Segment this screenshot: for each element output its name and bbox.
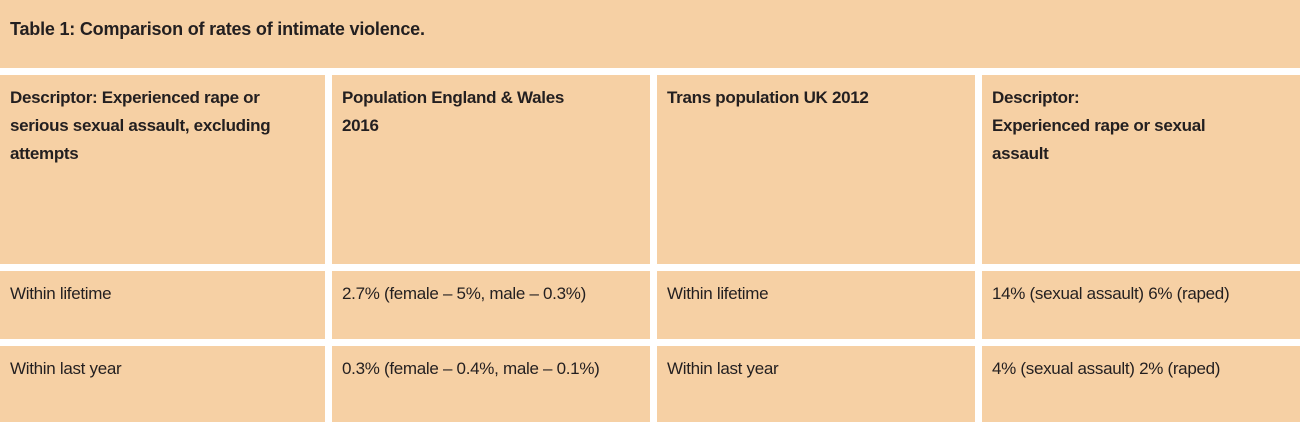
header-descriptor-serious-sexual-assault: Descriptor: Experienced rape or serious … [0, 75, 325, 264]
row-lifetime-england-wales-value-cell: 2.7% (female – 5%, male – 0.3%) [332, 271, 650, 339]
row-last-year-trans-value-cell: 4% (sexual assault) 2% (raped) [982, 346, 1300, 422]
header-trans-population-uk-2012: Trans population UK 2012 [657, 75, 975, 264]
table-title: Table 1: Comparison of rates of intimate… [0, 0, 1300, 68]
header-population-england-wales-2016: Population England & Wales 2016 [332, 75, 650, 264]
row-last-year-england-wales-value-cell: 0.3% (female – 0.4%, male – 0.1%) [332, 346, 650, 422]
row-lifetime-descriptor-cell: Within lifetime [0, 271, 325, 339]
row-lifetime-trans-value-cell: 14% (sexual assault) 6% (raped) [982, 271, 1300, 339]
row-lifetime-trans-descriptor-cell: Within lifetime [657, 271, 975, 339]
header-descriptor-rape-or-sexual-assault: Descriptor: Experienced rape or sexual a… [982, 75, 1300, 264]
row-last-year-trans-descriptor-cell: Within last year [657, 346, 975, 422]
row-last-year-descriptor-cell: Within last year [0, 346, 325, 422]
